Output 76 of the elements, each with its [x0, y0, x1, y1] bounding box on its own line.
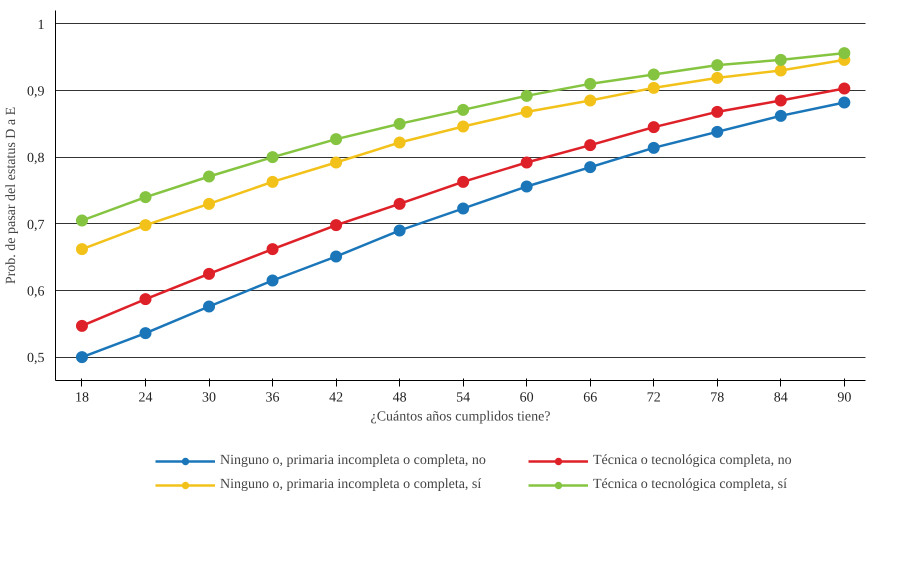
point	[711, 126, 724, 138]
point	[140, 219, 152, 232]
x-tick-label: 24	[138, 390, 152, 406]
point	[76, 320, 88, 332]
x-tick-label: 72	[646, 390, 661, 406]
point	[584, 78, 596, 90]
legend-label: Técnica o tecnológica completa, no	[593, 453, 793, 469]
point	[76, 351, 88, 364]
x-tick-label: 42	[329, 390, 344, 406]
point	[76, 214, 88, 226]
y-tick-label: 1	[38, 18, 44, 33]
point	[774, 94, 787, 106]
point	[266, 243, 279, 256]
point	[330, 250, 342, 262]
point	[140, 293, 152, 306]
x-axis-title: ¿Cuántos años cumplidos tiene?	[370, 410, 551, 424]
point	[266, 274, 279, 286]
point	[140, 191, 152, 204]
y-tick-label: 0,9	[27, 84, 44, 100]
y-axis-title: Prob. de pasar del estatus D a E	[4, 106, 19, 284]
point	[394, 136, 406, 148]
point	[457, 202, 470, 214]
point	[394, 118, 406, 130]
point	[838, 96, 850, 108]
point	[203, 198, 216, 210]
y-tick-label: 0,7	[27, 218, 44, 233]
x-tick-label: 54	[456, 390, 470, 406]
point	[140, 327, 152, 340]
point	[394, 198, 406, 210]
point	[711, 59, 724, 72]
point	[457, 120, 470, 132]
point	[330, 133, 342, 146]
x-tick-label: 60	[520, 390, 534, 406]
point	[394, 224, 406, 236]
point	[774, 54, 787, 66]
point	[648, 142, 660, 154]
point	[266, 176, 279, 188]
x-tick-label: 78	[710, 390, 724, 406]
x-tick-label: 18	[74, 390, 89, 406]
x-tick-label: 36	[266, 390, 280, 406]
point	[838, 47, 850, 60]
x-tick-label: 48	[392, 390, 407, 406]
x-tick-label: 66	[583, 390, 598, 406]
legend-label: Ninguno o, primaria incompleta o completa, sí	[220, 477, 482, 493]
point	[266, 151, 279, 164]
y-tick-label: 0,6	[27, 284, 44, 300]
legend-label: Técnica o tecnológica completa, sí	[593, 477, 788, 493]
point	[711, 72, 724, 84]
point	[520, 156, 533, 168]
point	[520, 180, 533, 192]
point	[774, 110, 787, 122]
point	[774, 64, 787, 76]
point	[203, 300, 216, 312]
point	[838, 82, 850, 94]
point	[457, 104, 470, 116]
y-tick-label: 0,8	[27, 151, 44, 166]
point	[584, 94, 596, 106]
point	[711, 106, 724, 118]
point	[203, 170, 216, 182]
point	[330, 219, 342, 232]
point	[648, 82, 660, 94]
point	[648, 68, 660, 80]
point	[457, 176, 470, 188]
x-tick-label: 90	[837, 390, 852, 406]
point	[584, 161, 596, 174]
point	[203, 268, 216, 280]
legend-label: Ninguno o, primaria incompleta o completa, no	[220, 453, 487, 469]
point	[330, 156, 342, 168]
x-tick-label: 84	[774, 390, 788, 406]
point	[584, 139, 596, 152]
x-tick-label: 30	[202, 390, 216, 406]
point	[520, 106, 533, 118]
point	[76, 243, 88, 256]
point	[648, 121, 660, 134]
y-tick-label: 0,5	[27, 351, 44, 366]
point	[520, 90, 533, 102]
